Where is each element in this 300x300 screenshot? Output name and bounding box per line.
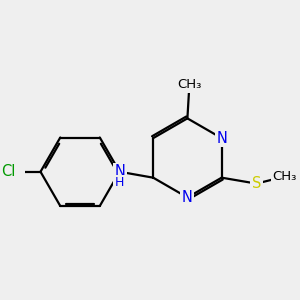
Text: S: S [252, 176, 261, 191]
Text: N: N [114, 164, 125, 179]
Text: N: N [182, 190, 193, 205]
Text: Cl: Cl [1, 164, 15, 179]
Text: H: H [115, 176, 124, 189]
Text: CH₃: CH₃ [177, 78, 202, 91]
Text: CH₃: CH₃ [273, 170, 297, 183]
Text: N: N [216, 130, 227, 146]
